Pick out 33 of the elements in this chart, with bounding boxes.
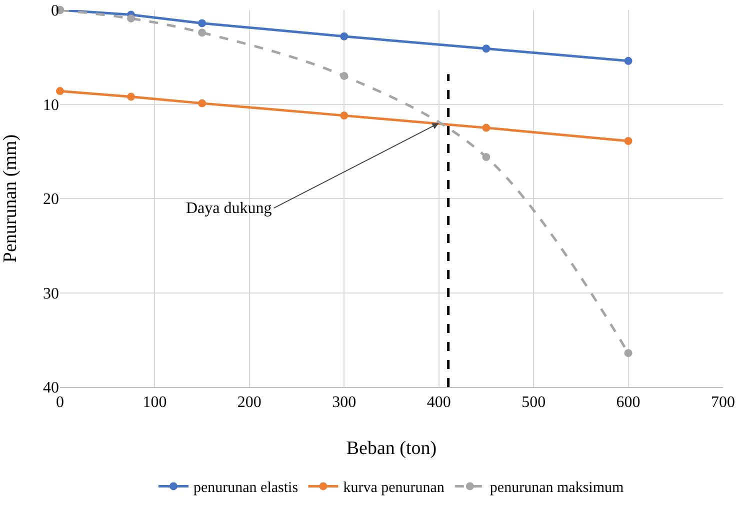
point <box>198 28 206 37</box>
y-tick-label: 40 <box>43 380 59 397</box>
annotation: Daya dukung <box>186 200 272 217</box>
x-tick-label: 500 <box>522 394 546 412</box>
point <box>482 44 490 53</box>
x-tick-label: 400 <box>426 394 451 412</box>
legend-label: penurunan elastis <box>194 480 298 496</box>
point <box>624 137 632 146</box>
point <box>340 72 348 80</box>
y-tick-label: 30 <box>43 285 59 302</box>
x-tick-label: 200 <box>237 394 262 412</box>
y-axis-title: Penurunan (mm) <box>0 134 21 263</box>
y-tick-label: 20 <box>43 191 59 208</box>
y-tick-label: 10 <box>43 96 59 114</box>
point <box>482 153 490 162</box>
point <box>127 14 136 22</box>
point <box>482 124 490 132</box>
point <box>340 32 348 40</box>
legend-label: kurva penurunan <box>343 480 445 496</box>
point <box>624 56 632 65</box>
x-tick-label: 600 <box>616 394 640 412</box>
x-axis-title: Beban (ton) <box>346 438 437 459</box>
point <box>624 349 632 358</box>
point <box>340 112 348 120</box>
point <box>198 99 206 108</box>
y-tick-label: 0 <box>51 2 59 20</box>
x-tick-label: 100 <box>142 394 167 412</box>
point <box>56 87 64 96</box>
point <box>198 19 206 28</box>
legend-label: penurunan maksimum <box>490 480 624 496</box>
x-tick-label: 300 <box>332 394 356 412</box>
point <box>127 92 136 101</box>
x-tick-label: 700 <box>711 394 735 412</box>
